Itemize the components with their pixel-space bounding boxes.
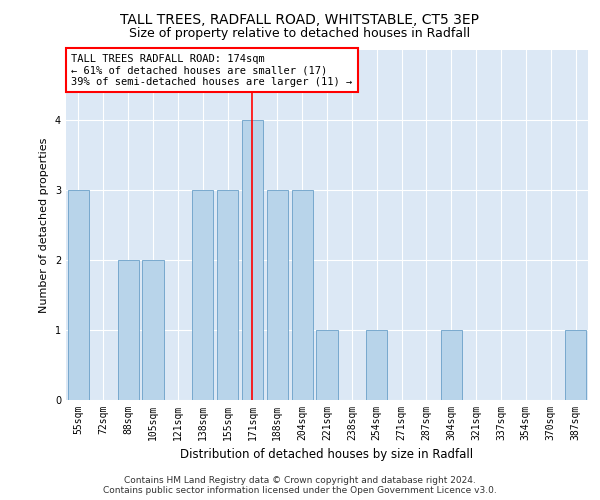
- Bar: [366, 330, 387, 400]
- X-axis label: Distribution of detached houses by size in Radfall: Distribution of detached houses by size …: [181, 448, 473, 462]
- Bar: [242, 120, 263, 400]
- Bar: [142, 260, 164, 400]
- Bar: [217, 190, 238, 400]
- Text: Contains public sector information licensed under the Open Government Licence v3: Contains public sector information licen…: [103, 486, 497, 495]
- Text: TALL TREES, RADFALL ROAD, WHITSTABLE, CT5 3EP: TALL TREES, RADFALL ROAD, WHITSTABLE, CT…: [121, 12, 479, 26]
- Text: Size of property relative to detached houses in Radfall: Size of property relative to detached ho…: [130, 28, 470, 40]
- Bar: [441, 330, 462, 400]
- Bar: [565, 330, 586, 400]
- Bar: [316, 330, 338, 400]
- Text: TALL TREES RADFALL ROAD: 174sqm
← 61% of detached houses are smaller (17)
39% of: TALL TREES RADFALL ROAD: 174sqm ← 61% of…: [71, 54, 352, 86]
- Bar: [292, 190, 313, 400]
- Bar: [118, 260, 139, 400]
- Bar: [68, 190, 89, 400]
- Text: Contains HM Land Registry data © Crown copyright and database right 2024.: Contains HM Land Registry data © Crown c…: [124, 476, 476, 485]
- Bar: [192, 190, 213, 400]
- Bar: [267, 190, 288, 400]
- Y-axis label: Number of detached properties: Number of detached properties: [40, 138, 49, 312]
